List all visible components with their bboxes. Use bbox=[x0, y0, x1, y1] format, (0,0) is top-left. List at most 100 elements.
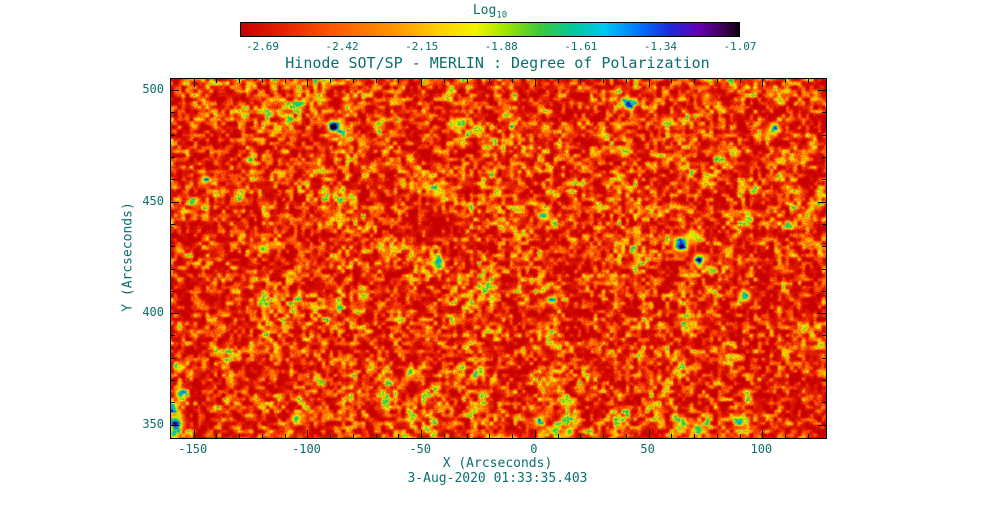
plot-title: Hinode SOT/SP - MERLIN : Degree of Polar… bbox=[285, 54, 710, 72]
x-axis-tick-label: -50 bbox=[409, 442, 432, 456]
x-minor-tick bbox=[671, 79, 673, 83]
x-minor-tick bbox=[807, 79, 809, 83]
x-minor-tick bbox=[716, 434, 718, 438]
y-minor-tick bbox=[171, 268, 175, 270]
x-major-tick bbox=[421, 430, 423, 438]
y-axis-label: Y (Arcseconds) bbox=[120, 202, 136, 312]
x-major-tick bbox=[762, 79, 764, 87]
x-axis-tick-label: 100 bbox=[750, 442, 773, 456]
colorbar-title: Log10 bbox=[240, 3, 740, 21]
y-major-tick bbox=[171, 313, 179, 315]
y-major-tick bbox=[171, 201, 179, 203]
x-minor-tick bbox=[261, 434, 263, 438]
y-minor-tick bbox=[822, 357, 826, 359]
y-minor-tick bbox=[171, 223, 175, 225]
x-minor-tick bbox=[352, 434, 354, 438]
x-major-tick bbox=[534, 430, 536, 438]
y-minor-tick bbox=[822, 157, 826, 159]
colorbar-tick-label: -2.15 bbox=[405, 40, 439, 53]
x-axis-tick-label: 0 bbox=[530, 442, 538, 456]
y-minor-tick bbox=[822, 335, 826, 337]
x-minor-tick bbox=[330, 79, 332, 83]
y-major-tick bbox=[171, 90, 179, 92]
y-major-tick bbox=[171, 424, 179, 426]
x-minor-tick bbox=[398, 434, 400, 438]
y-axis-tick-label: 400 bbox=[142, 305, 164, 320]
x-minor-tick bbox=[739, 79, 741, 83]
x-minor-tick bbox=[216, 79, 218, 83]
x-major-tick bbox=[307, 430, 309, 438]
y-axis-tick-label: 500 bbox=[142, 82, 164, 97]
x-major-tick bbox=[421, 79, 423, 87]
x-minor-tick bbox=[580, 434, 582, 438]
y-axis-tick-label: 350 bbox=[142, 416, 164, 431]
y-minor-tick bbox=[822, 268, 826, 270]
x-axis-label: X (Arcseconds) bbox=[442, 456, 553, 471]
x-minor-tick bbox=[694, 434, 696, 438]
y-minor-tick bbox=[171, 380, 175, 382]
x-major-tick bbox=[534, 79, 536, 87]
colorbar-tick-label: -1.34 bbox=[643, 40, 677, 53]
x-major-tick bbox=[762, 430, 764, 438]
y-minor-tick bbox=[171, 402, 175, 404]
x-major-tick bbox=[193, 79, 195, 87]
y-minor-tick bbox=[171, 357, 175, 359]
x-minor-tick bbox=[694, 79, 696, 83]
y-minor-tick bbox=[171, 335, 175, 337]
x-minor-tick bbox=[466, 434, 468, 438]
x-minor-tick bbox=[512, 79, 514, 83]
y-minor-tick bbox=[171, 112, 175, 114]
y-major-tick bbox=[818, 424, 826, 426]
x-minor-tick bbox=[716, 79, 718, 83]
y-minor-tick bbox=[171, 246, 175, 248]
x-minor-tick bbox=[466, 79, 468, 83]
y-minor-tick bbox=[822, 134, 826, 136]
x-minor-tick bbox=[352, 79, 354, 83]
x-minor-tick bbox=[785, 79, 787, 83]
x-minor-tick bbox=[489, 79, 491, 83]
y-minor-tick bbox=[171, 179, 175, 181]
x-minor-tick bbox=[443, 434, 445, 438]
x-minor-tick bbox=[216, 434, 218, 438]
colorbar-tick-label: -1.88 bbox=[484, 40, 518, 53]
x-minor-tick bbox=[489, 434, 491, 438]
x-minor-tick bbox=[739, 434, 741, 438]
x-minor-tick bbox=[625, 434, 627, 438]
x-minor-tick bbox=[512, 434, 514, 438]
x-major-tick bbox=[193, 430, 195, 438]
x-minor-tick bbox=[671, 434, 673, 438]
colorbar-tick-labels: -2.69 -2.42 -2.15 -1.88 -1.61 -1.34 -1.07 bbox=[240, 40, 757, 54]
x-minor-tick bbox=[603, 434, 605, 438]
x-minor-tick bbox=[261, 79, 263, 83]
y-minor-tick bbox=[171, 290, 175, 292]
colorbar-tick-label: -2.42 bbox=[325, 40, 359, 53]
heatmap-canvas bbox=[171, 79, 826, 438]
x-minor-tick bbox=[807, 434, 809, 438]
y-minor-tick bbox=[822, 112, 826, 114]
colorbar-tick-label: -1.07 bbox=[723, 40, 757, 53]
x-axis-tick-label: -100 bbox=[292, 442, 321, 456]
x-minor-tick bbox=[603, 79, 605, 83]
x-major-tick bbox=[307, 79, 309, 87]
x-minor-tick bbox=[557, 434, 559, 438]
timestamp-caption: 3-Aug-2020 01:33:35.403 bbox=[407, 471, 588, 486]
x-minor-tick bbox=[284, 79, 286, 83]
colorbar-tick-label: -2.69 bbox=[245, 40, 280, 53]
y-minor-tick bbox=[822, 402, 826, 404]
colorbar-tick-label: -1.61 bbox=[564, 40, 598, 53]
y-minor-tick bbox=[822, 223, 826, 225]
y-axis-tick-label: 450 bbox=[142, 193, 164, 208]
colorbar-title-sub: 10 bbox=[496, 10, 508, 21]
x-minor-tick bbox=[785, 434, 787, 438]
plot-area bbox=[170, 78, 827, 439]
x-major-tick bbox=[648, 79, 650, 87]
y-major-tick bbox=[818, 90, 826, 92]
x-minor-tick bbox=[239, 434, 241, 438]
colorbar-gradient bbox=[240, 22, 740, 37]
x-axis-tick-label: 50 bbox=[640, 442, 655, 456]
y-minor-tick bbox=[171, 157, 175, 159]
y-minor-tick bbox=[171, 134, 175, 136]
y-minor-tick bbox=[822, 380, 826, 382]
colorbar-title-main: Log bbox=[472, 3, 497, 18]
